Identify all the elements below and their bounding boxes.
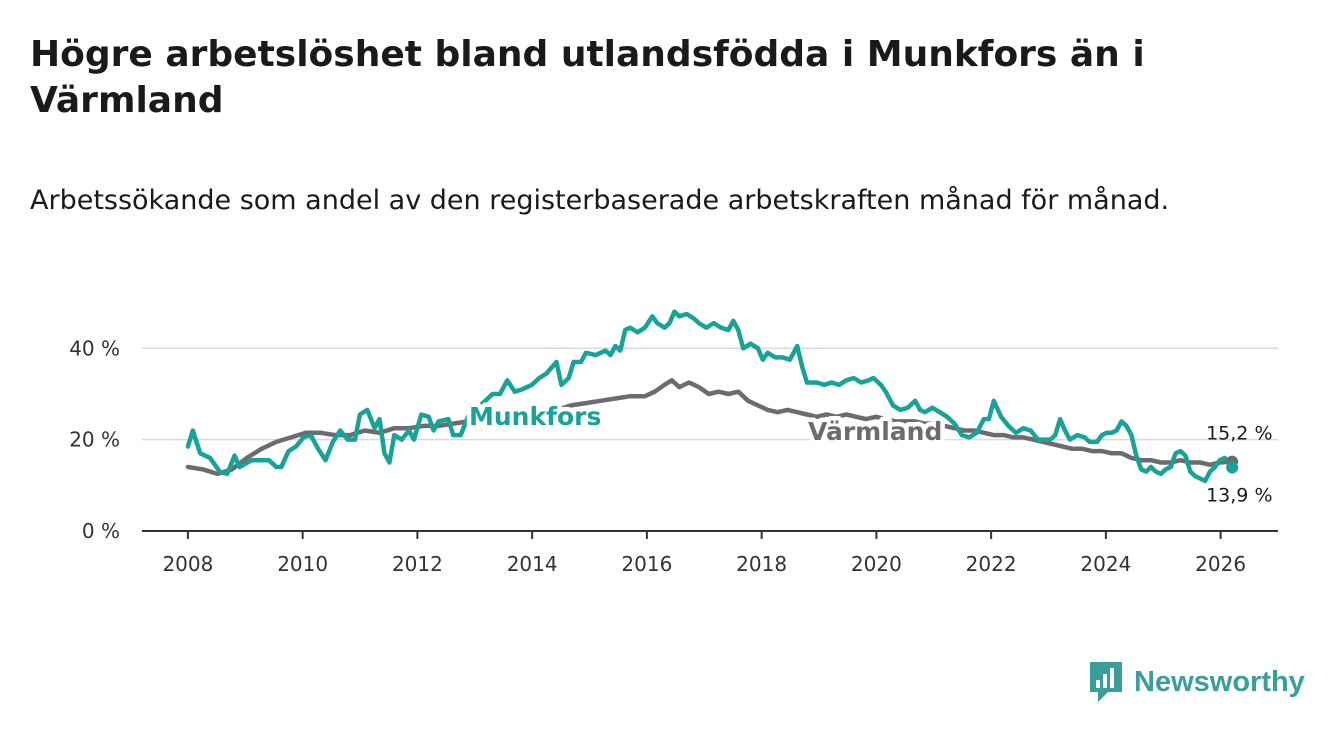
series-line-varmland [185, 378, 1235, 477]
x-tick-label: 2008 [162, 552, 213, 576]
y-tick-label: 40 % [69, 336, 120, 360]
end-point-munkfors [1226, 461, 1239, 474]
series-label-munkfors: Munkfors [469, 402, 601, 431]
series-label-halo: Munkfors [469, 402, 601, 431]
x-tick-label: 2026 [1195, 552, 1246, 576]
x-tick-label: 2014 [507, 552, 558, 576]
series-label-varmland: Värmland [808, 417, 942, 446]
x-tick-label: 2022 [966, 552, 1017, 576]
newsworthy-brand[interactable]: Newsworthy [1088, 660, 1305, 704]
x-tick-label: 2010 [277, 552, 328, 576]
chart-subtitle: Arbetssökande som andel av den registerb… [30, 185, 1170, 216]
x-tick-label: 2012 [392, 552, 443, 576]
end-value-label-munkfors: 13,9 % [1206, 485, 1272, 507]
chart-title: Högre arbetslöshet bland utlandsfödda i … [30, 34, 1145, 121]
x-tick-label: 2018 [736, 552, 787, 576]
x-tick-label: 2020 [851, 552, 902, 576]
x-tick-label: 2016 [621, 552, 672, 576]
series-label-halo: Värmland [808, 417, 942, 446]
end-value-label-varmland: 15,2 % [1206, 423, 1272, 445]
y-tick-label: 0 % [82, 519, 120, 543]
brand-name: Newsworthy [1134, 665, 1305, 698]
series-line-munkfors [185, 309, 1235, 484]
x-tick-label: 2024 [1080, 552, 1131, 576]
bar-chart-logo-icon [1090, 662, 1122, 702]
y-tick-label: 20 % [69, 428, 120, 452]
